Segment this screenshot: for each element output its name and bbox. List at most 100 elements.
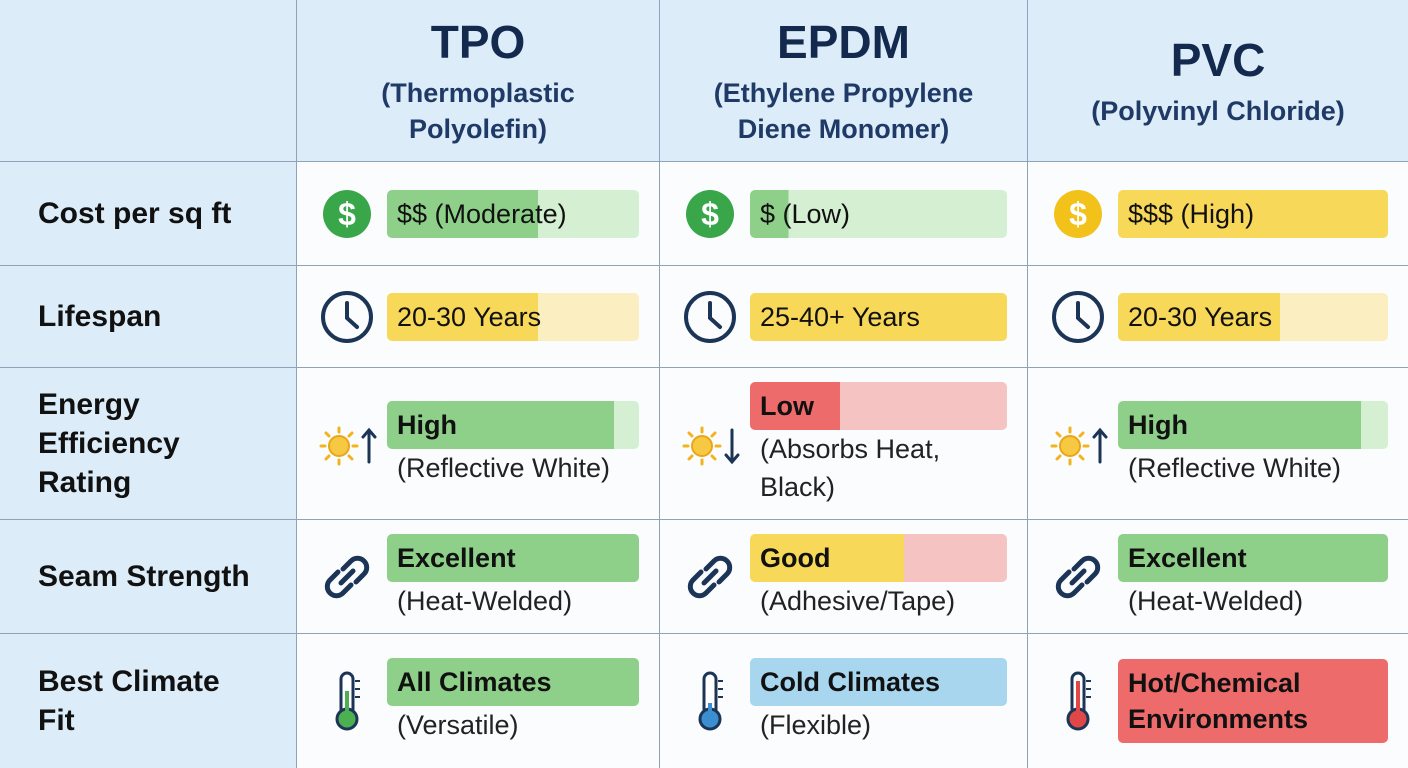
rating-note: (Adhesive/Tape)	[760, 585, 956, 616]
row-label: Energy Efficiency Rating	[0, 368, 297, 520]
cell-content: 20-30 Years	[1118, 292, 1388, 341]
row-icon	[1066, 671, 1091, 731]
icon-part	[701, 568, 719, 585]
icon-part	[1055, 555, 1101, 598]
cell-content: 25-40+ Years	[750, 292, 1007, 341]
cell-content: Excellent (Heat-Welded)	[387, 533, 639, 620]
icon-part	[1050, 426, 1090, 465]
table-cell: 20-30 Years	[297, 266, 660, 368]
icon-part	[724, 428, 740, 464]
cell-content: High (Reflective White)	[387, 400, 639, 487]
icon-part	[684, 290, 736, 343]
rating-note: (Versatile)	[397, 710, 519, 740]
row-icon	[687, 555, 733, 598]
table-cell: Excellent (Heat-Welded)	[297, 520, 660, 634]
icon-part: $	[1069, 196, 1087, 232]
rating-bar: High	[387, 400, 639, 449]
table-cell: High (Reflective White)	[297, 368, 660, 520]
rating-bar: Excellent	[387, 533, 639, 582]
icon-part	[1071, 555, 1101, 584]
icon-part	[687, 555, 733, 598]
table-cell: Low (Absorbs Heat, Black)	[660, 368, 1028, 520]
column-header: EPDM (Ethylene Propylene Diene Monomer)	[660, 0, 1028, 162]
icon-part	[1069, 568, 1087, 585]
icon-part	[355, 680, 360, 698]
icon-part	[708, 300, 722, 329]
row-label: Best Climate Fit	[0, 634, 297, 768]
rating-bar: 20-30 Years	[1118, 292, 1388, 341]
icon-part	[703, 555, 733, 584]
material-full-name: (Polyvinyl Chloride)	[1091, 95, 1345, 126]
material-full-name: (Ethylene Propylene Diene Monomer)	[713, 77, 974, 144]
row-icon	[698, 671, 723, 731]
table-cell: $ $ (Low)	[660, 162, 1028, 266]
rating-bar: Low	[750, 381, 1007, 430]
rating-note: (Reflective White)	[1128, 452, 1342, 483]
icon-part	[1092, 427, 1108, 463]
rating-bar: $$ (Moderate)	[387, 189, 639, 238]
icon-part	[319, 426, 359, 465]
rating-bar: 25-40+ Years	[750, 292, 1007, 341]
row-icon	[321, 290, 373, 343]
icon-part	[682, 426, 722, 465]
rating-bar: All Climates	[387, 658, 639, 706]
rating-bar: Hot/Chemical Environments	[1118, 659, 1388, 743]
row-icon	[335, 671, 360, 731]
icon-part	[1052, 290, 1104, 343]
rating-note: (Heat-Welded)	[1128, 585, 1304, 616]
rating-note: (Absorbs Heat, Black)	[760, 433, 941, 502]
cell-content: High (Reflective White)	[1118, 400, 1388, 487]
icon-part	[324, 555, 370, 598]
cell-content: All Climates (Versatile)	[387, 658, 639, 744]
rating-bar: Cold Climates	[750, 658, 1007, 706]
icon-part	[687, 569, 717, 598]
row-icon	[1055, 555, 1101, 598]
column-header: TPO (Thermoplastic Polyolefin)	[297, 0, 660, 162]
rating-bar: Good	[750, 533, 1007, 582]
icon-part	[682, 426, 722, 465]
icon-part	[1050, 426, 1090, 465]
cell-content: Good (Adhesive/Tape)	[750, 533, 1007, 620]
row-icon	[319, 426, 377, 465]
row-icon: $	[323, 189, 371, 238]
icon-part: $	[701, 196, 719, 232]
row-icon	[1052, 290, 1104, 343]
rating-note: (Reflective White)	[397, 452, 611, 483]
material-name: PVC	[1170, 33, 1266, 86]
icon-part	[328, 434, 350, 457]
table-cell: 25-40+ Years	[660, 266, 1028, 368]
table-cell: Hot/Chemical Environments	[1028, 634, 1408, 768]
icon-part: $	[338, 196, 356, 232]
rating-note: (Flexible)	[760, 710, 872, 740]
icon-part	[718, 680, 723, 698]
table-cell: Good (Adhesive/Tape)	[660, 520, 1028, 634]
icon-part	[1059, 434, 1081, 457]
row-icon: $	[686, 189, 734, 238]
material-full-name: (Thermoplastic Polyolefin)	[381, 77, 575, 144]
icon-part	[340, 555, 370, 584]
cell-content: $$ (Moderate)	[387, 189, 639, 238]
table-cell: $ $$ (Moderate)	[297, 162, 660, 266]
icon-part	[345, 300, 359, 329]
icon-part	[361, 427, 377, 463]
table-cell: Excellent (Heat-Welded)	[1028, 520, 1408, 634]
icon-part	[1086, 680, 1091, 698]
icon-part	[686, 189, 734, 238]
material-name: TPO	[430, 15, 526, 68]
icon-part	[321, 290, 373, 343]
icon-part	[319, 426, 359, 465]
cell-content: Cold Climates (Flexible)	[750, 658, 1007, 744]
row-label: Seam Strength	[0, 520, 297, 634]
cell-content: Excellent (Heat-Welded)	[1118, 533, 1388, 620]
row-icon	[1050, 426, 1108, 465]
table-cell: 20-30 Years	[1028, 266, 1408, 368]
icon-part	[708, 703, 712, 715]
rating-bar: $$$ (High)	[1118, 189, 1388, 238]
rating-bar: $ (Low)	[750, 189, 1007, 238]
cell-content: Low (Absorbs Heat, Black)	[750, 381, 1007, 506]
icon-part	[1076, 300, 1090, 329]
icon-part	[691, 434, 713, 457]
row-icon	[324, 555, 370, 598]
